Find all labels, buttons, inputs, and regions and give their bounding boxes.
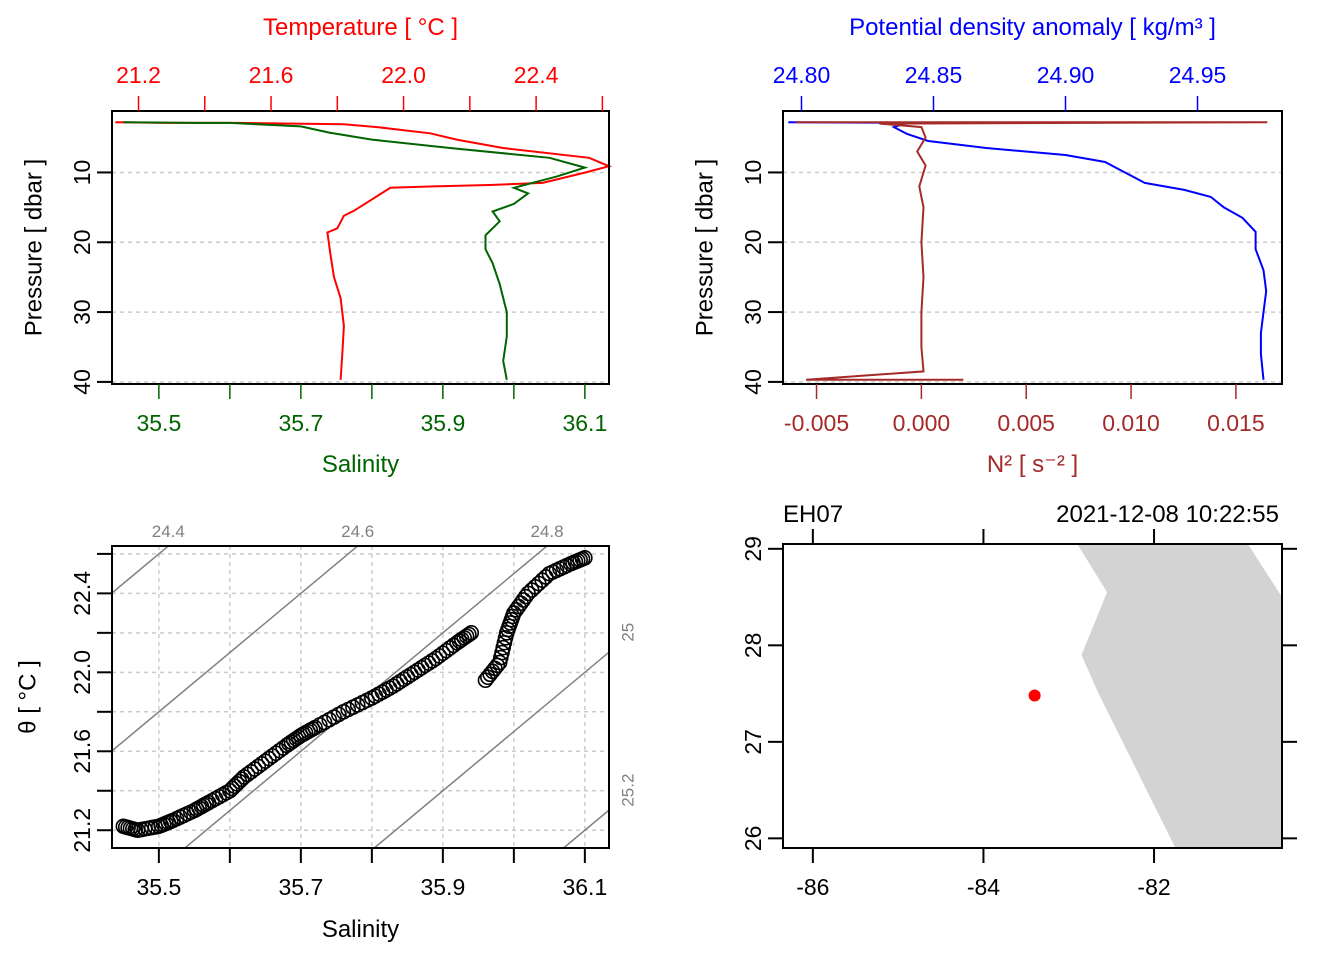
data-point bbox=[461, 626, 477, 643]
y-axis-tick-label: 26 bbox=[740, 826, 766, 852]
y-axis-tick-label: 28 bbox=[740, 633, 766, 659]
y-axis-tick-label: 21.6 bbox=[69, 729, 95, 774]
y-axis-tick-label: 10 bbox=[740, 160, 766, 186]
y-axis-title: Pressure [ dbar ] bbox=[691, 159, 718, 336]
top-axis-title: Potential density anomaly [ kg/m³ ] bbox=[849, 14, 1216, 41]
map-panel: -86 -84 -82 26 27 28 29 EH07 2021-12-08 10:22:55 bbox=[740, 501, 1297, 900]
isopycnal-line bbox=[112, 546, 359, 752]
data-point bbox=[495, 639, 512, 656]
x-axis-tick-label: -86 bbox=[796, 874, 829, 900]
ts_profile-panel: 21.2 21.6 22.0 22.4 Temperature [ °C ] 35.5 35… bbox=[20, 14, 613, 478]
isopycnal-label: 24.4 bbox=[152, 522, 185, 541]
bottom-axis-tick-label: 0.005 bbox=[997, 410, 1055, 436]
isopycnal-label: 24.8 bbox=[530, 522, 563, 541]
land-polygon bbox=[1077, 544, 1282, 848]
plot-frame bbox=[782, 110, 1283, 385]
isopycnal-label: 25 bbox=[618, 623, 637, 642]
top-axis-tick-label: 22.4 bbox=[514, 62, 559, 88]
density_n2_profile-panel: 24.80 24.85 24.90 24.95 Potential density an… bbox=[691, 14, 1283, 478]
plot-frame bbox=[111, 545, 610, 849]
data-point bbox=[494, 644, 510, 661]
y-axis-title: θ [ °C ] bbox=[14, 660, 41, 734]
top-axis-tick-label: 21.2 bbox=[116, 62, 161, 88]
x-axis-tick-label: 35.9 bbox=[420, 874, 465, 900]
data-point bbox=[458, 628, 475, 644]
y-axis-title: Pressure [ dbar ] bbox=[20, 159, 47, 336]
x-axis-tick-label: 36.1 bbox=[562, 874, 607, 900]
plot-frame bbox=[782, 543, 1283, 849]
y-axis-tick-label: 29 bbox=[740, 536, 766, 562]
top-axis-tick-label: 21.6 bbox=[249, 62, 294, 88]
x-axis-tick-label: 35.7 bbox=[278, 874, 323, 900]
bottom-axis-tick-label: 35.7 bbox=[278, 410, 323, 436]
y-axis-tick-label: 30 bbox=[69, 299, 95, 325]
series-line-n- bbox=[795, 121, 1268, 381]
data-point bbox=[496, 634, 513, 651]
plot-frame bbox=[111, 110, 610, 385]
data-point bbox=[463, 625, 480, 641]
bottom-axis-title: Salinity bbox=[322, 451, 399, 478]
isopycnal-label: 25.2 bbox=[618, 774, 637, 807]
bottom-axis-tick-label: 0.015 bbox=[1207, 410, 1265, 436]
x-axis-tick-label: -84 bbox=[967, 874, 1000, 900]
bottom-axis-title: N² [ s⁻² ] bbox=[987, 451, 1078, 478]
station-marker bbox=[1028, 689, 1041, 702]
isopycnal-label: 24.6 bbox=[341, 522, 374, 541]
x-axis-title: Salinity bbox=[322, 916, 399, 943]
data-point bbox=[577, 550, 593, 566]
y-axis-tick-label: 21.2 bbox=[69, 808, 95, 853]
ts-diagram-panel: 24.4 24.6 24.8 25 25.2 35.5 35.7 35.9 36.1 Salini… bbox=[14, 522, 637, 943]
y-axis-tick-label: 30 bbox=[740, 299, 766, 325]
y-axis-tick-label: 40 bbox=[740, 369, 766, 395]
bottom-axis-tick-label: -0.005 bbox=[784, 410, 849, 436]
station-datetime: 2021-12-08 10:22:55 bbox=[1056, 501, 1279, 528]
bottom-axis-tick-label: 35.9 bbox=[420, 410, 465, 436]
top-axis-tick-label: 24.80 bbox=[773, 62, 831, 88]
series-line-salinity bbox=[123, 121, 589, 380]
x-axis-tick-label: -82 bbox=[1137, 874, 1170, 900]
y-axis-tick-label: 20 bbox=[69, 229, 95, 255]
y-axis-tick-label: 27 bbox=[740, 729, 766, 755]
y-axis-tick-label: 10 bbox=[69, 160, 95, 186]
y-axis-tick-label: 20 bbox=[740, 229, 766, 255]
series-line-temperature bbox=[115, 121, 613, 380]
x-axis-tick-label: 35.5 bbox=[136, 874, 181, 900]
isopycnal-line bbox=[112, 546, 170, 594]
top-axis-title: Temperature [ °C ] bbox=[263, 14, 458, 41]
data-point bbox=[493, 649, 509, 666]
series-line-potential-density-anomaly bbox=[788, 121, 1268, 380]
top-axis-tick-label: 24.95 bbox=[1169, 62, 1227, 88]
y-axis-tick-label: 22.4 bbox=[69, 571, 95, 616]
bottom-axis-tick-label: 36.1 bbox=[562, 410, 607, 436]
bottom-axis-tick-label: 0.000 bbox=[893, 410, 951, 436]
top-axis-tick-label: 24.90 bbox=[1037, 62, 1095, 88]
top-axis-tick-label: 24.85 bbox=[905, 62, 963, 88]
top-axis-tick-label: 22.0 bbox=[381, 62, 426, 88]
station-name: EH07 bbox=[783, 501, 843, 528]
bottom-axis-tick-label: 35.5 bbox=[136, 410, 181, 436]
bottom-axis-tick-label: 0.010 bbox=[1102, 410, 1160, 436]
y-axis-tick-label: 22.0 bbox=[69, 650, 95, 695]
y-axis-tick-label: 40 bbox=[69, 369, 95, 395]
